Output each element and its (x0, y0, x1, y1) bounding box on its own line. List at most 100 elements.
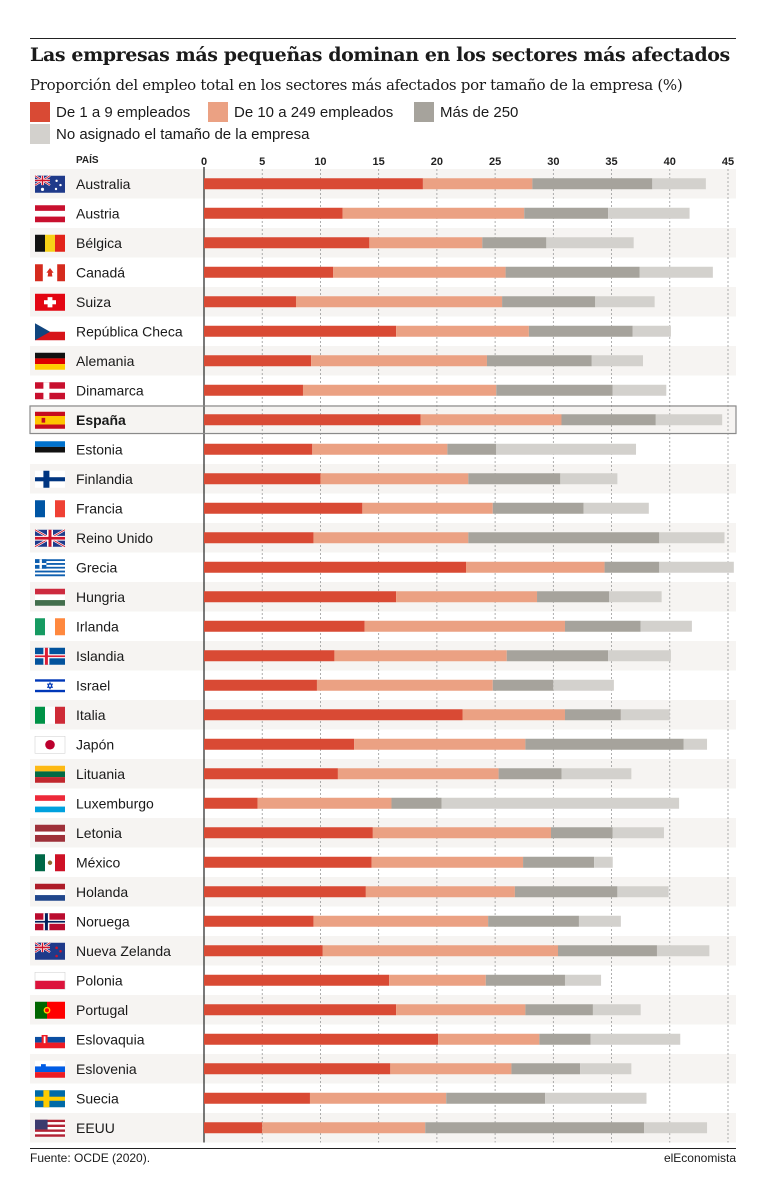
country-label: Canadá (76, 264, 125, 280)
x-tick-label: 10 (314, 156, 326, 168)
bar-eslovenia-s3 (511, 1063, 581, 1075)
germany-flag-icon (35, 352, 65, 370)
bar-irlanda-s4 (640, 620, 692, 632)
country-label: Lituania (76, 766, 125, 782)
x-tick-label: 15 (373, 156, 385, 168)
country-label: Eslovenia (76, 1061, 137, 1077)
bar-finlandia-s1 (204, 473, 321, 485)
bar-lituania-s3 (498, 768, 562, 780)
sweden-flag-icon (35, 1090, 65, 1108)
bar-islandia-s2 (334, 650, 507, 662)
country-label: España (76, 412, 126, 428)
bar-islandia-s1 (204, 650, 335, 662)
country-label: Nueva Zelanda (76, 943, 171, 959)
x-tick-label: 25 (489, 156, 501, 168)
bar-holanda-s4 (617, 886, 669, 898)
bar-espana-s2 (420, 414, 562, 426)
bar-suiza-s3 (502, 296, 596, 308)
bar-reino-unido-s1 (204, 532, 314, 544)
country-label: Reino Unido (76, 530, 153, 546)
bar-lituania-s1 (204, 768, 338, 780)
country-label: Francia (76, 500, 123, 516)
australia-flag-icon (34, 174, 65, 193)
belgium-flag-icon (35, 234, 65, 252)
bar-eslovenia-s4 (580, 1063, 632, 1075)
estonia-flag-icon (35, 441, 65, 459)
bar-austria-s1 (204, 207, 343, 219)
bar-luxemburgo-s3 (391, 797, 442, 809)
bar-polonia-s4 (564, 974, 602, 986)
bar-italia-s2 (462, 709, 565, 721)
bar-portugal-s2 (396, 1004, 526, 1016)
bar-portugal-s4 (592, 1004, 641, 1016)
bar-suiza-s4 (595, 296, 655, 308)
denmark-flag-icon (35, 382, 65, 400)
country-label: Holanda (76, 884, 128, 900)
bar-suecia-s3 (446, 1092, 546, 1104)
bar-holanda-s3 (514, 886, 618, 898)
bar-japon-s2 (354, 738, 526, 750)
x-tick-label: 20 (431, 156, 443, 168)
bar-hungria-s2 (396, 591, 538, 603)
bar-grecia-s2 (466, 561, 605, 573)
bar-israel-s1 (204, 679, 317, 691)
bar-nueva-zelanda-s4 (656, 945, 710, 957)
bar-mexico-s4 (594, 856, 613, 868)
bar-nueva-zelanda-s3 (557, 945, 657, 957)
legend-swatch-unassigned (30, 124, 50, 144)
bar-dinamarca-s3 (496, 384, 613, 396)
bar-nueva-zelanda-s2 (322, 945, 558, 957)
bar-japon-s3 (525, 738, 684, 750)
country-label: Noruega (76, 913, 130, 929)
bar-eeuu-s2 (262, 1122, 426, 1134)
lithuania-flag-icon (35, 765, 65, 783)
country-label: Luxemburgo (76, 795, 154, 811)
bar-hungria-s4 (609, 591, 662, 603)
bar-eeuu-s3 (425, 1122, 645, 1134)
chart-title: Las empresas más pequeñas dominan en los… (30, 44, 730, 66)
bar-canada-s2 (333, 266, 506, 278)
x-tick-label: 30 (547, 156, 559, 168)
bar-islandia-s4 (608, 650, 671, 662)
bar-austria-s2 (342, 207, 525, 219)
hungary-flag-icon (35, 588, 65, 606)
bar-luxemburgo-s1 (204, 797, 258, 809)
bar-eslovenia-s2 (390, 1063, 512, 1075)
bar-eslovaquia-s2 (438, 1033, 540, 1045)
brand-logo-text: elEconomista (663, 1151, 736, 1165)
poland-flag-icon (34, 972, 66, 990)
bar-australia-s3 (532, 178, 653, 190)
bar-austria-s3 (524, 207, 609, 219)
highlight-box (29, 405, 737, 435)
spain-flag-icon (35, 411, 65, 429)
bar-eeuu-s1 (204, 1122, 263, 1134)
bar-irlanda-s3 (564, 620, 641, 632)
bar-suiza-s2 (295, 296, 503, 308)
country-label: Irlanda (76, 618, 119, 634)
bar-francia-s4 (583, 502, 649, 514)
country-label: Australia (76, 176, 131, 192)
bar-holanda-s1 (204, 886, 366, 898)
bar-alemania-s1 (204, 355, 312, 367)
bar-alemania-s4 (591, 355, 643, 367)
legend-swatch-1-9 (30, 102, 50, 122)
bar-noruega-s1 (204, 915, 314, 927)
bar-canada-s4 (639, 266, 713, 278)
japan-flag-icon (34, 736, 66, 754)
bar-mexico-s1 (204, 856, 372, 868)
bar-belgica-s3 (482, 237, 547, 249)
bar-finlandia-s2 (320, 473, 469, 485)
israel-flag-icon (35, 677, 65, 695)
bar-finlandia-s3 (468, 473, 561, 485)
bar-reino-unido-s4 (659, 532, 725, 544)
bar-holanda-s2 (365, 886, 515, 898)
bar-espana-s1 (204, 414, 421, 426)
bar-australia-s2 (422, 178, 533, 190)
bar-nueva-zelanda-s1 (204, 945, 323, 957)
legend-swatch-10-249 (208, 102, 228, 122)
bar-portugal-s1 (204, 1004, 397, 1016)
bar-reino-unido-s3 (468, 532, 660, 544)
bar-australia-s1 (204, 178, 423, 190)
bar-estonia-s2 (312, 443, 448, 455)
country-label: República Checa (76, 323, 183, 339)
